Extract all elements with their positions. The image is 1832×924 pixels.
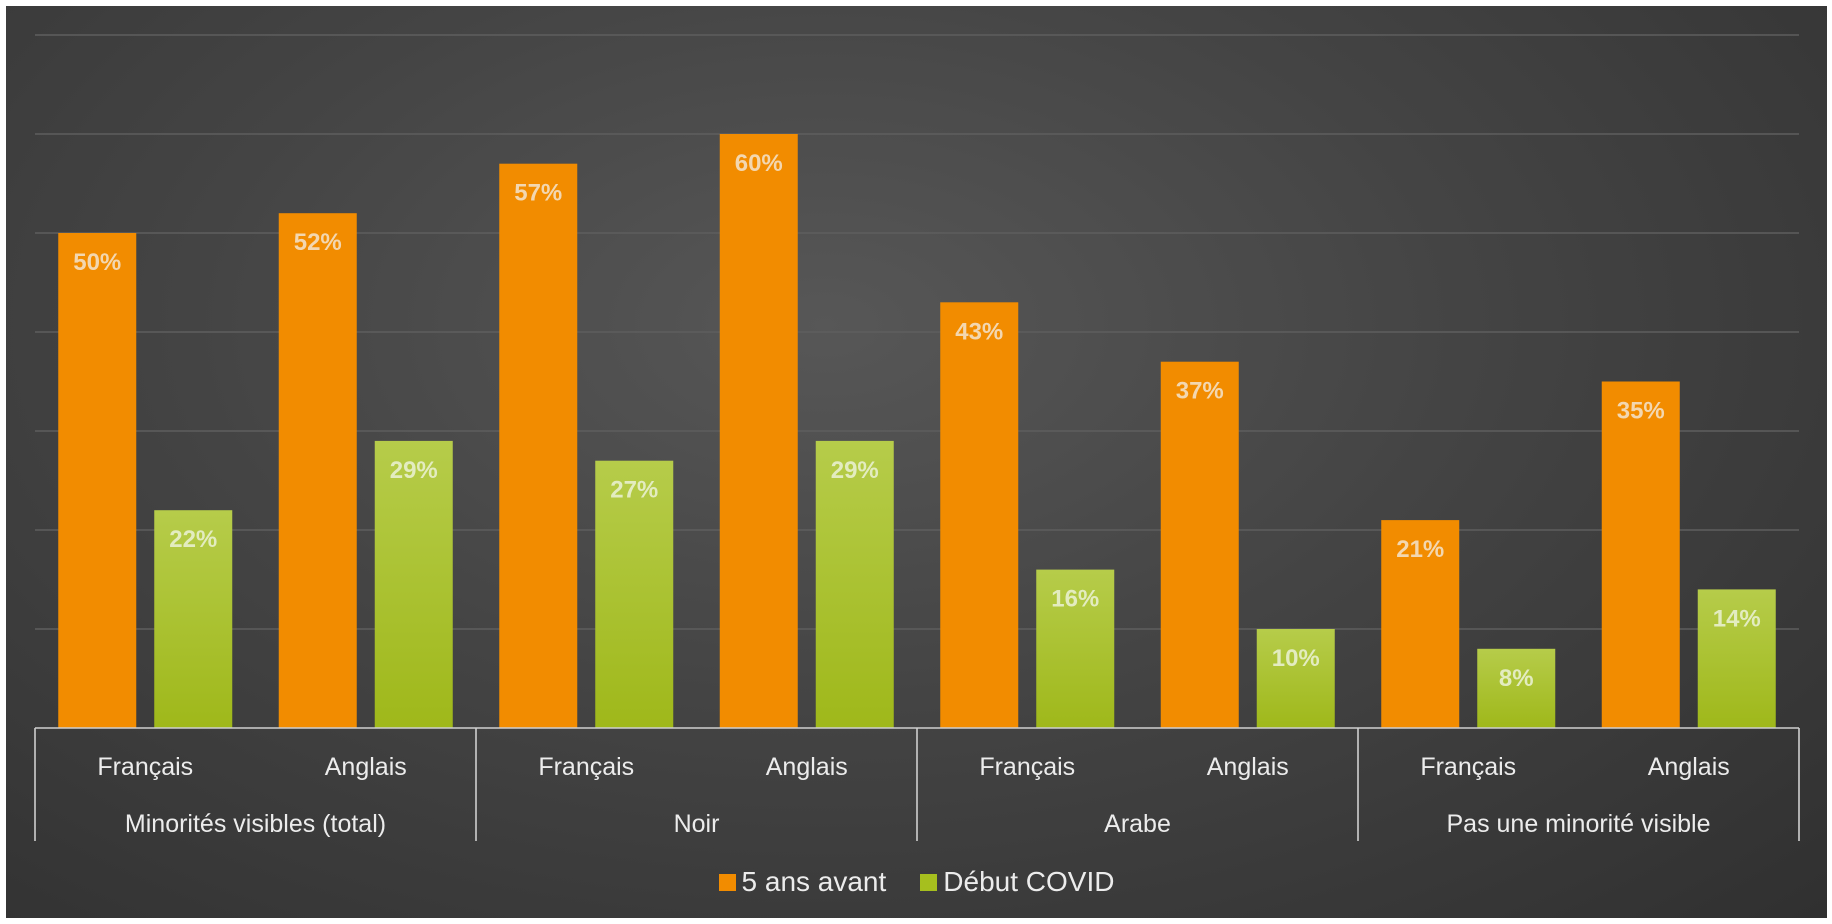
x-axis: Français Anglais Français Anglais Français An… — [34, 727, 1800, 841]
bar-5-ans-avant-2 — [499, 163, 578, 728]
legend-swatch-5-ans-avant — [718, 873, 736, 891]
chart-area: 50% 22% 52% 29% 57% 27% 60% 29% 43% 16% 37% 10% 21% 8… — [6, 6, 1827, 918]
legend-item-5-ans-avant: 5 ans avant — [718, 866, 887, 898]
bar-debut-covid-6 — [1477, 648, 1556, 728]
data-label-debut-covid-4: 16% — [1051, 586, 1099, 613]
data-label-5-ans-avant-1: 52% — [294, 229, 342, 256]
legend-swatch-debut-covid — [920, 873, 938, 891]
bar-debut-covid-1 — [374, 440, 453, 728]
data-label-debut-covid-1: 29% — [390, 457, 438, 484]
bar-5-ans-avant-1 — [278, 213, 357, 728]
data-label-debut-covid-3: 29% — [831, 457, 879, 484]
group-label-minorites-visibles-total: Minorités visibles (total) — [125, 810, 386, 838]
data-label-5-ans-avant-7: 35% — [1617, 398, 1665, 425]
bar-5-ans-avant-0 — [58, 233, 137, 728]
data-labels: 50% 22% 52% 29% 57% 27% 60% 29% 43% 16% 37% 10% 21% 8… — [73, 150, 1761, 692]
data-label-debut-covid-0: 22% — [169, 526, 217, 553]
bar-debut-covid-4 — [1036, 569, 1115, 728]
data-label-5-ans-avant-5: 37% — [1176, 378, 1224, 405]
bars — [58, 134, 1776, 728]
bar-debut-covid-7 — [1697, 589, 1776, 728]
bar-5-ans-avant-3 — [719, 134, 798, 728]
data-label-5-ans-avant-6: 21% — [1396, 536, 1444, 563]
category-label-1: Anglais — [325, 753, 407, 781]
data-label-5-ans-avant-4: 43% — [955, 318, 1003, 345]
bar-5-ans-avant-7 — [1601, 381, 1680, 728]
data-label-debut-covid-5: 10% — [1272, 645, 1320, 672]
category-label-2: Français — [538, 753, 634, 781]
data-label-debut-covid-6: 8% — [1499, 665, 1534, 692]
category-label-0: Français — [97, 753, 193, 781]
legend-label-5-ans-avant: 5 ans avant — [741, 866, 887, 897]
bar-debut-covid-2 — [595, 460, 674, 728]
category-label-3: Anglais — [766, 753, 848, 781]
legend: 5 ans avant Début COVID — [6, 866, 1827, 898]
category-label-5: Anglais — [1207, 753, 1289, 781]
legend-label-debut-covid: Début COVID — [943, 866, 1115, 897]
data-label-debut-covid-2: 27% — [610, 477, 658, 504]
data-label-debut-covid-7: 14% — [1713, 605, 1761, 632]
group-label-arabe: Arabe — [1104, 810, 1171, 838]
group-label-noir: Noir — [674, 810, 720, 838]
category-label-7: Anglais — [1648, 753, 1730, 781]
data-label-5-ans-avant-0: 50% — [73, 249, 121, 276]
category-label-4: Français — [979, 753, 1075, 781]
bar-debut-covid-5 — [1256, 629, 1335, 728]
category-label-6: Français — [1420, 753, 1516, 781]
bar-debut-covid-0 — [154, 510, 233, 728]
bar-5-ans-avant-4 — [940, 302, 1019, 728]
data-label-5-ans-avant-2: 57% — [514, 180, 562, 207]
group-label-pas-une-minorite-visible: Pas une minorité visible — [1446, 810, 1710, 838]
data-label-5-ans-avant-3: 60% — [735, 150, 783, 177]
bar-5-ans-avant-5 — [1160, 361, 1239, 728]
bar-chart: 50% 22% 52% 29% 57% 27% 60% 29% 43% 16% 37% 10% 21% 8… — [34, 34, 1800, 841]
legend-item-debut-covid: Début COVID — [920, 866, 1114, 898]
bar-debut-covid-3 — [815, 440, 894, 728]
bar-5-ans-avant-6 — [1381, 520, 1460, 728]
